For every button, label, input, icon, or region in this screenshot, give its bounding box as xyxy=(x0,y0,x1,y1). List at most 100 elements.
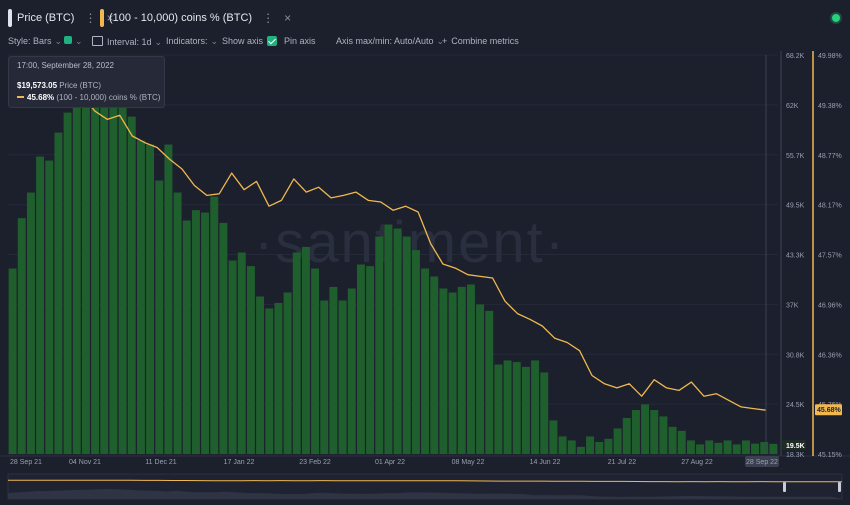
price-bar xyxy=(613,428,622,454)
price-bar xyxy=(732,444,741,454)
price-bar xyxy=(173,192,182,454)
price-bar xyxy=(8,268,17,454)
price-bar xyxy=(723,440,732,454)
price-bar xyxy=(439,288,448,454)
price-bar xyxy=(91,68,100,454)
percent-axis-tick-label: 46.36% xyxy=(818,352,842,359)
price-bar xyxy=(210,196,219,454)
interval-dropdown[interactable]: Interval: 1d ⌄ xyxy=(92,36,162,48)
x-axis-tick-label: 17 Jan 22 xyxy=(224,459,255,466)
price-axis-tick-label: 68.2K xyxy=(786,53,805,60)
price-bar xyxy=(586,436,595,454)
price-bar xyxy=(375,236,384,454)
chevron-down-icon: ⌄ xyxy=(75,36,83,46)
pin-axis-toggle[interactable]: Pin axis xyxy=(284,36,316,46)
price-bar xyxy=(466,284,475,454)
price-bar xyxy=(659,416,668,454)
price-bar xyxy=(549,420,558,454)
price-bar xyxy=(714,442,723,454)
range-navigator[interactable] xyxy=(7,473,843,500)
price-bar xyxy=(36,156,45,454)
x-axis-tick-label: 14 Jun 22 xyxy=(530,459,561,466)
price-axis-tick-label: 43.3K xyxy=(786,253,805,260)
price-bar xyxy=(421,268,430,454)
price-axis: 68.2K 62K 55.7K 49.5K 43.3K 37K 30.8K 24.5K 18.3… xyxy=(780,51,806,459)
price-bar xyxy=(677,430,686,454)
price-bar xyxy=(540,372,549,454)
metric-tab-label: (100 - 10,000) coins % (BTC) xyxy=(109,12,253,24)
price-axis-tick-label: 18.3K xyxy=(786,452,805,459)
price-bar xyxy=(631,410,640,454)
price-bar xyxy=(741,440,750,454)
axis-maxmin-dropdown[interactable]: Axis max/min: Auto/Auto ⌄ xyxy=(336,36,444,47)
price-bar xyxy=(17,218,26,454)
price-bar xyxy=(531,360,540,454)
more-options-icon[interactable]: ⋮ xyxy=(84,11,97,25)
price-bar xyxy=(109,68,118,454)
color-picker[interactable]: ⌄ xyxy=(64,36,83,47)
show-axis-toggle[interactable]: Show axis xyxy=(222,36,278,46)
tooltip-value: $19,573.05 xyxy=(17,81,58,90)
price-bar xyxy=(265,308,274,454)
price-bar xyxy=(301,246,310,454)
price-current-badge xyxy=(782,440,806,450)
chevron-down-icon: ⌄ xyxy=(436,36,445,46)
price-axis-tick-label: 24.5K xyxy=(786,402,805,409)
price-bar xyxy=(292,252,301,454)
combine-metrics-label: Combine metrics xyxy=(451,36,519,46)
price-bar xyxy=(567,440,576,454)
price-bar xyxy=(283,292,292,454)
price-bar xyxy=(237,252,246,454)
coins-percent-series-line xyxy=(7,89,767,411)
price-bar xyxy=(191,210,200,454)
price-bar xyxy=(72,88,81,455)
price-current-label: 19.5K xyxy=(786,443,805,450)
price-bar xyxy=(512,362,521,454)
close-icon[interactable]: × xyxy=(284,11,292,25)
price-bar xyxy=(558,436,567,454)
combine-metrics-button[interactable]: + Combine metrics xyxy=(442,36,519,46)
x-axis-tick-label: 04 Nov 21 xyxy=(69,459,101,466)
tooltip-line-icon xyxy=(17,96,24,98)
price-bar xyxy=(686,440,695,454)
metric-color-swatch[interactable] xyxy=(100,9,104,27)
percent-axis: 49.98% 49.38% 48.77% 48.17% 47.57% 46.96% 46.3… xyxy=(812,51,842,459)
x-axis: 28 Sep 21 04 Nov 21 11 Dec 21 17 Jan 22 23 F… xyxy=(0,455,850,467)
indicators-dropdown[interactable]: Indicators: ⌄ xyxy=(166,36,218,47)
close-icon[interactable]: × xyxy=(106,11,114,25)
metrics-header: Price (BTC) ⋮ × (100 - 10,000) coins % (… xyxy=(0,0,850,34)
metric-color-swatch[interactable] xyxy=(8,9,12,27)
coins-percent-line xyxy=(7,89,767,411)
price-bar xyxy=(219,222,228,454)
x-axis-tick-label: 08 May 22 xyxy=(452,459,485,466)
x-axis-tick-label: 28 Sep 21 xyxy=(10,459,42,466)
price-bar xyxy=(320,300,329,454)
price-bar xyxy=(494,364,503,454)
metric-tab-coins-percent[interactable]: (100 - 10,000) coins % (BTC) ⋮ × xyxy=(100,8,291,28)
axis-maxmin-label: Axis max/min: Auto/Auto xyxy=(336,36,434,46)
price-bar xyxy=(26,192,35,454)
more-options-icon[interactable]: ⋮ xyxy=(262,11,275,25)
navigator-price-area xyxy=(8,489,842,499)
tooltip-date: 17:00, September 28, 2022 xyxy=(17,61,114,70)
price-bar xyxy=(63,112,72,455)
percent-axis-tick-label: 49.38% xyxy=(818,103,842,110)
tooltip-label: Price (BTC) xyxy=(59,81,102,90)
style-dropdown[interactable]: Style: Bars ⌄ xyxy=(8,36,62,47)
price-bar xyxy=(641,404,650,454)
x-axis-tick-label: 27 Aug 22 xyxy=(681,459,713,466)
price-bar xyxy=(696,444,705,454)
price-bar xyxy=(521,366,530,454)
price-bar xyxy=(650,410,659,454)
metric-tab-label: Price (BTC) xyxy=(17,12,75,24)
color-swatch-icon xyxy=(64,36,72,44)
x-axis-current-marker xyxy=(745,456,779,467)
x-axis-tick-label: 28 Sep 22 xyxy=(746,459,778,466)
checkbox-checked-icon[interactable] xyxy=(267,36,278,46)
tooltip-value: 45.68% xyxy=(27,93,55,102)
price-bar xyxy=(81,92,90,454)
pin-axis-label: Pin axis xyxy=(284,36,316,46)
metric-tab-price[interactable]: Price (BTC) ⋮ × xyxy=(8,8,113,28)
x-axis-tick-label: 23 Feb 22 xyxy=(299,459,331,466)
